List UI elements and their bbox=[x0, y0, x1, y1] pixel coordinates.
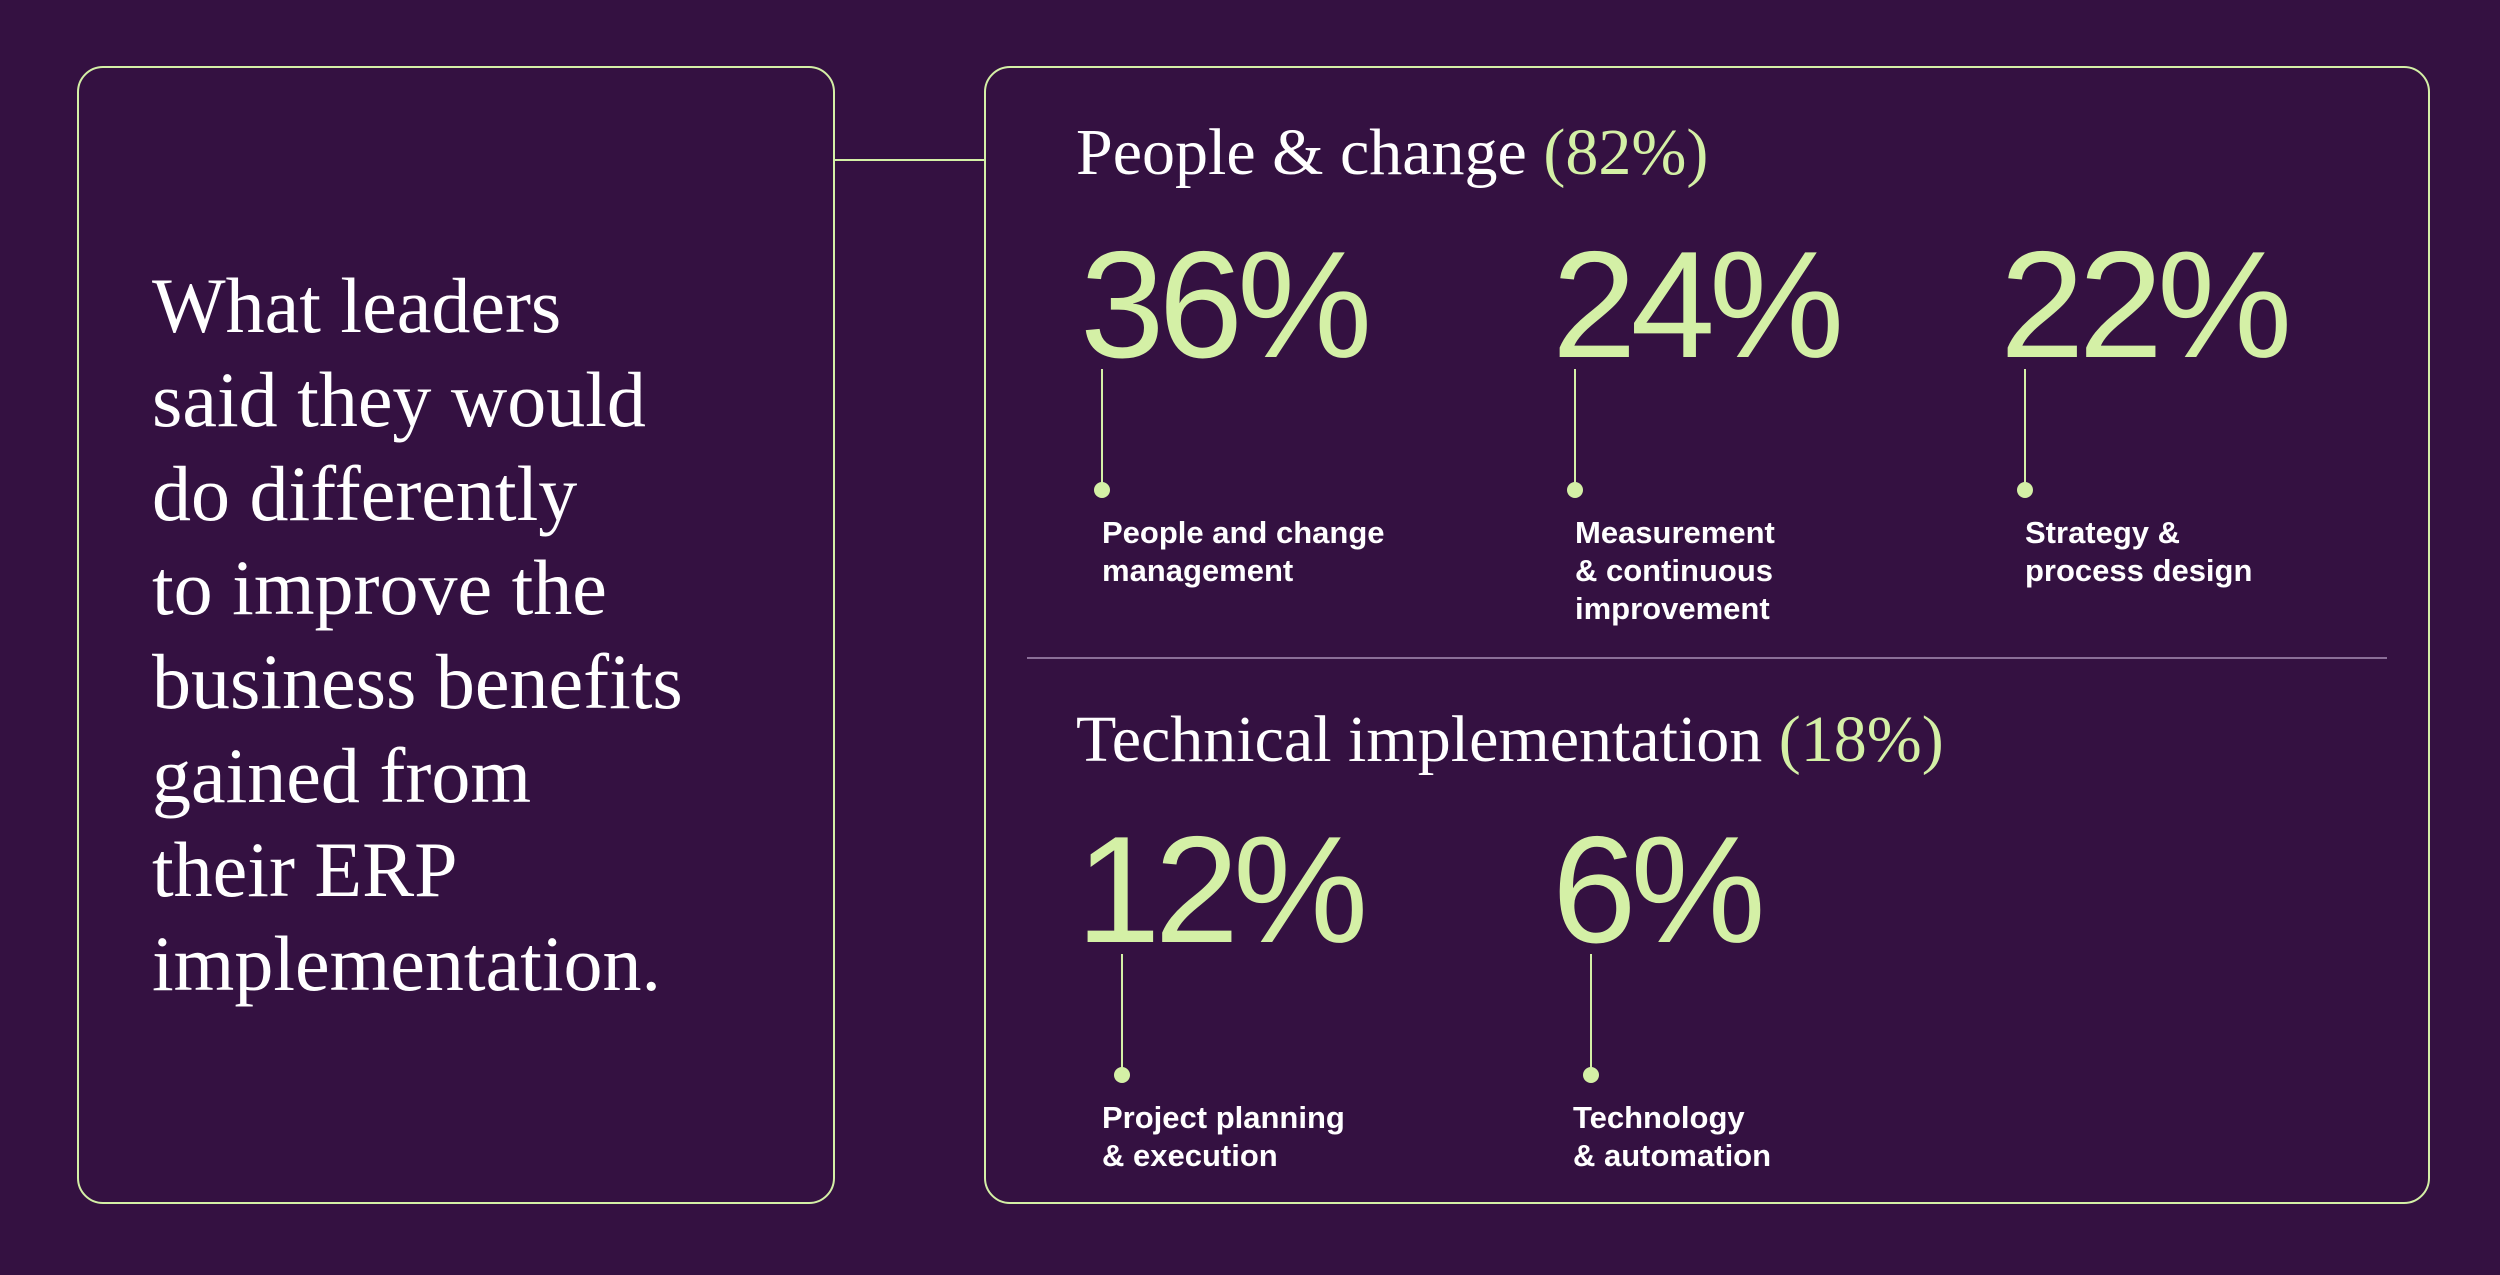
stat-value: 36% bbox=[1080, 220, 1372, 390]
callout-dot bbox=[1567, 482, 1583, 498]
headline: What leaders said they would do differen… bbox=[152, 259, 792, 1011]
headline-line: said they would bbox=[152, 356, 646, 443]
headline-line: their ERP bbox=[152, 826, 458, 913]
stat-label-line: Strategy & bbox=[2025, 515, 2181, 550]
stat-label-line: Measurement bbox=[1575, 515, 1775, 550]
stat-value: 6% bbox=[1552, 805, 1766, 975]
stat-label: Measurement & continuous improvement bbox=[1575, 514, 1935, 628]
headline-line: business benefits bbox=[152, 638, 683, 725]
headline-line: gained from bbox=[152, 732, 532, 819]
section-percent: (18%) bbox=[1778, 703, 1944, 776]
headline-line: do differently bbox=[152, 450, 578, 537]
callout-line bbox=[1121, 954, 1123, 1074]
stat-label-line: improvement bbox=[1575, 591, 1770, 626]
connector-line bbox=[835, 159, 984, 161]
callout-dot bbox=[1583, 1067, 1599, 1083]
section-percent: (82%) bbox=[1543, 116, 1709, 189]
headline-line: What leaders bbox=[152, 262, 562, 349]
stat-label: Technology & automation bbox=[1573, 1099, 1933, 1175]
stat-label: People and change management bbox=[1102, 514, 1462, 590]
stat-label-line: process design bbox=[2025, 553, 2253, 588]
stat-label-line: Project planning bbox=[1102, 1100, 1345, 1135]
section-title-text: People & change bbox=[1076, 116, 1527, 189]
section-title-people: People & change (82%) bbox=[1076, 113, 1708, 193]
stat-people-change-management: 36% People and change management bbox=[1080, 229, 1500, 659]
headline-line: implementation. bbox=[152, 920, 662, 1007]
callout-line bbox=[1574, 369, 1576, 489]
headline-line: to improve the bbox=[152, 544, 607, 631]
stat-measurement-improvement: 24% Measurement & continuous improvement bbox=[1552, 229, 1972, 659]
stats-panel bbox=[984, 66, 2430, 1204]
stat-label-line: People and change bbox=[1102, 515, 1385, 550]
section-title-text: Technical implementation bbox=[1076, 703, 1763, 776]
callout-dot bbox=[2017, 482, 2033, 498]
stat-label: Strategy & process design bbox=[2025, 514, 2385, 590]
stat-label-line: & automation bbox=[1573, 1138, 1772, 1173]
callout-line bbox=[2024, 369, 2026, 489]
section-divider bbox=[1027, 657, 2387, 659]
stat-value: 22% bbox=[2000, 220, 2292, 390]
callout-line bbox=[1101, 369, 1103, 489]
stat-label-line: management bbox=[1102, 553, 1294, 588]
stat-project-planning-execution: 12% Project planning & execution bbox=[1076, 814, 1496, 1244]
stat-label-line: & continuous bbox=[1575, 553, 1774, 588]
callout-line bbox=[1590, 954, 1592, 1074]
headline-panel bbox=[77, 66, 835, 1204]
stat-value: 12% bbox=[1076, 805, 1368, 975]
stat-technology-automation: 6% Technology & automation bbox=[1552, 814, 1972, 1244]
stat-label-line: Technology bbox=[1573, 1100, 1745, 1135]
callout-dot bbox=[1114, 1067, 1130, 1083]
stat-label-line: & execution bbox=[1102, 1138, 1278, 1173]
stat-value: 24% bbox=[1552, 220, 1844, 390]
stat-strategy-process-design: 22% Strategy & process design bbox=[2000, 229, 2420, 659]
stat-label: Project planning & execution bbox=[1102, 1099, 1462, 1175]
callout-dot bbox=[1094, 482, 1110, 498]
section-title-technical: Technical implementation (18%) bbox=[1076, 700, 1944, 780]
